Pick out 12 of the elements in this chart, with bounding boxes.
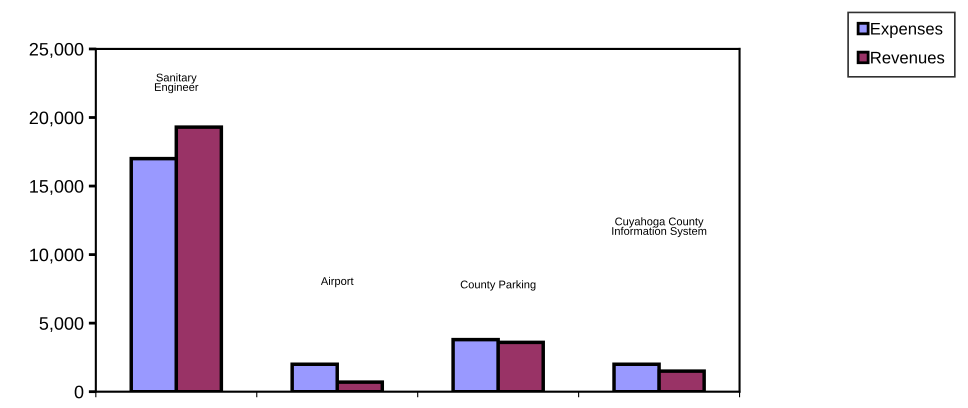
y-tick-label: 0 [74, 386, 84, 398]
annotation: County Parking [460, 280, 536, 291]
annotation: Sanitary Engineer [154, 73, 198, 94]
y-tick-label: 5,000 [40, 317, 84, 332]
y-tick-label: 25,000 [30, 42, 84, 58]
annotation: Cuyahoga County Information System [612, 217, 706, 238]
legend-label: Revenues [871, 52, 944, 64]
y-tick-label: 20,000 [30, 111, 84, 126]
y-tick-label: 10,000 [30, 248, 84, 264]
annotation: Airport [320, 276, 354, 288]
legend-label: Expenses [871, 23, 942, 38]
y-tick-label: 15,000 [30, 180, 84, 195]
